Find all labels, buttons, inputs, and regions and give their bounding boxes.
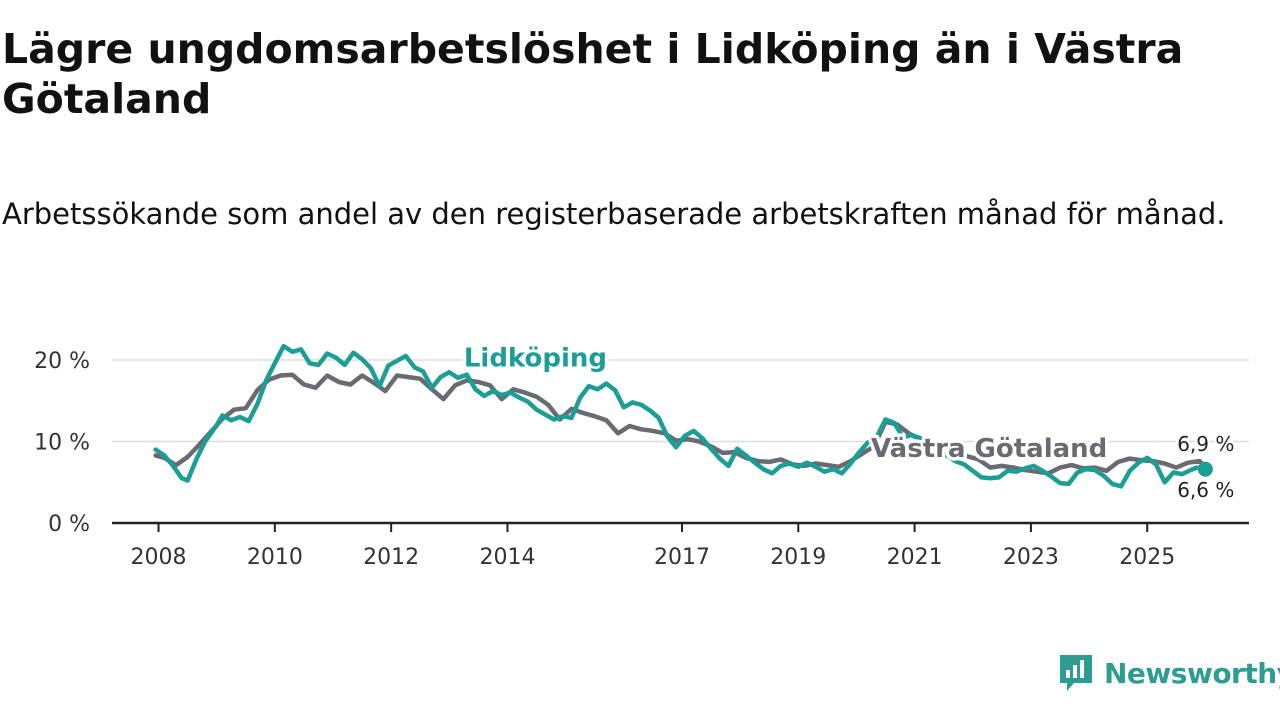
gridlines	[112, 359, 1249, 443]
x-tick-label-2021: 2021	[887, 545, 943, 570]
series-annotation-vastra-gotaland: Västra Götaland	[871, 434, 1107, 464]
series-end-marker-lidkoping	[1197, 461, 1213, 477]
newsworthy-brand: Newsworthy	[1058, 653, 1280, 693]
x-tick-label-2008: 2008	[131, 545, 187, 570]
x-tick-label-2012: 2012	[363, 545, 419, 570]
brand-name: Newsworthy	[1104, 656, 1280, 690]
newsworthy-logo-icon	[1060, 655, 1092, 691]
chart-subtitle: Arbetssökande som andel av den registerb…	[2, 197, 1226, 231]
x-tick-label-2017: 2017	[654, 545, 710, 570]
x-tick-label-2025: 2025	[1119, 545, 1175, 570]
y-axis-ticks: 0 % 10 % 20 %	[34, 349, 90, 537]
chart-title: Lägre ungdomsarbetslöshet i Lidköping än…	[2, 25, 1184, 123]
end-value-label-vastra-gotaland: 6,9 %	[1177, 432, 1234, 456]
x-tick-label-2014: 2014	[479, 545, 535, 570]
y-tick-label-20: 20 %	[34, 349, 90, 374]
series-line-lidkoping	[153, 343, 1208, 489]
line-chart: 0 % 10 % 20 % 2008 2010 2012 2014 2017 2019 2021…	[34, 340, 1249, 570]
x-tick-label-2010: 2010	[247, 545, 303, 570]
y-tick-label-10: 10 %	[34, 431, 90, 456]
series-lines	[153, 343, 1213, 489]
series-annotation-lidkoping: Lidköping	[464, 344, 607, 374]
series-labels: Lidköping Västra Götaland 6,9 % 6,6 %	[460, 340, 1237, 505]
x-tick-label-2019: 2019	[770, 545, 826, 570]
x-tick-label-2023: 2023	[1003, 545, 1059, 570]
y-tick-label-0: 0 %	[48, 512, 90, 537]
x-axis-ticks: 2008 2010 2012 2014 2017 2019 2021 2023 2025	[131, 523, 1175, 570]
end-value-label-lidkoping: 6,6 %	[1177, 478, 1234, 502]
